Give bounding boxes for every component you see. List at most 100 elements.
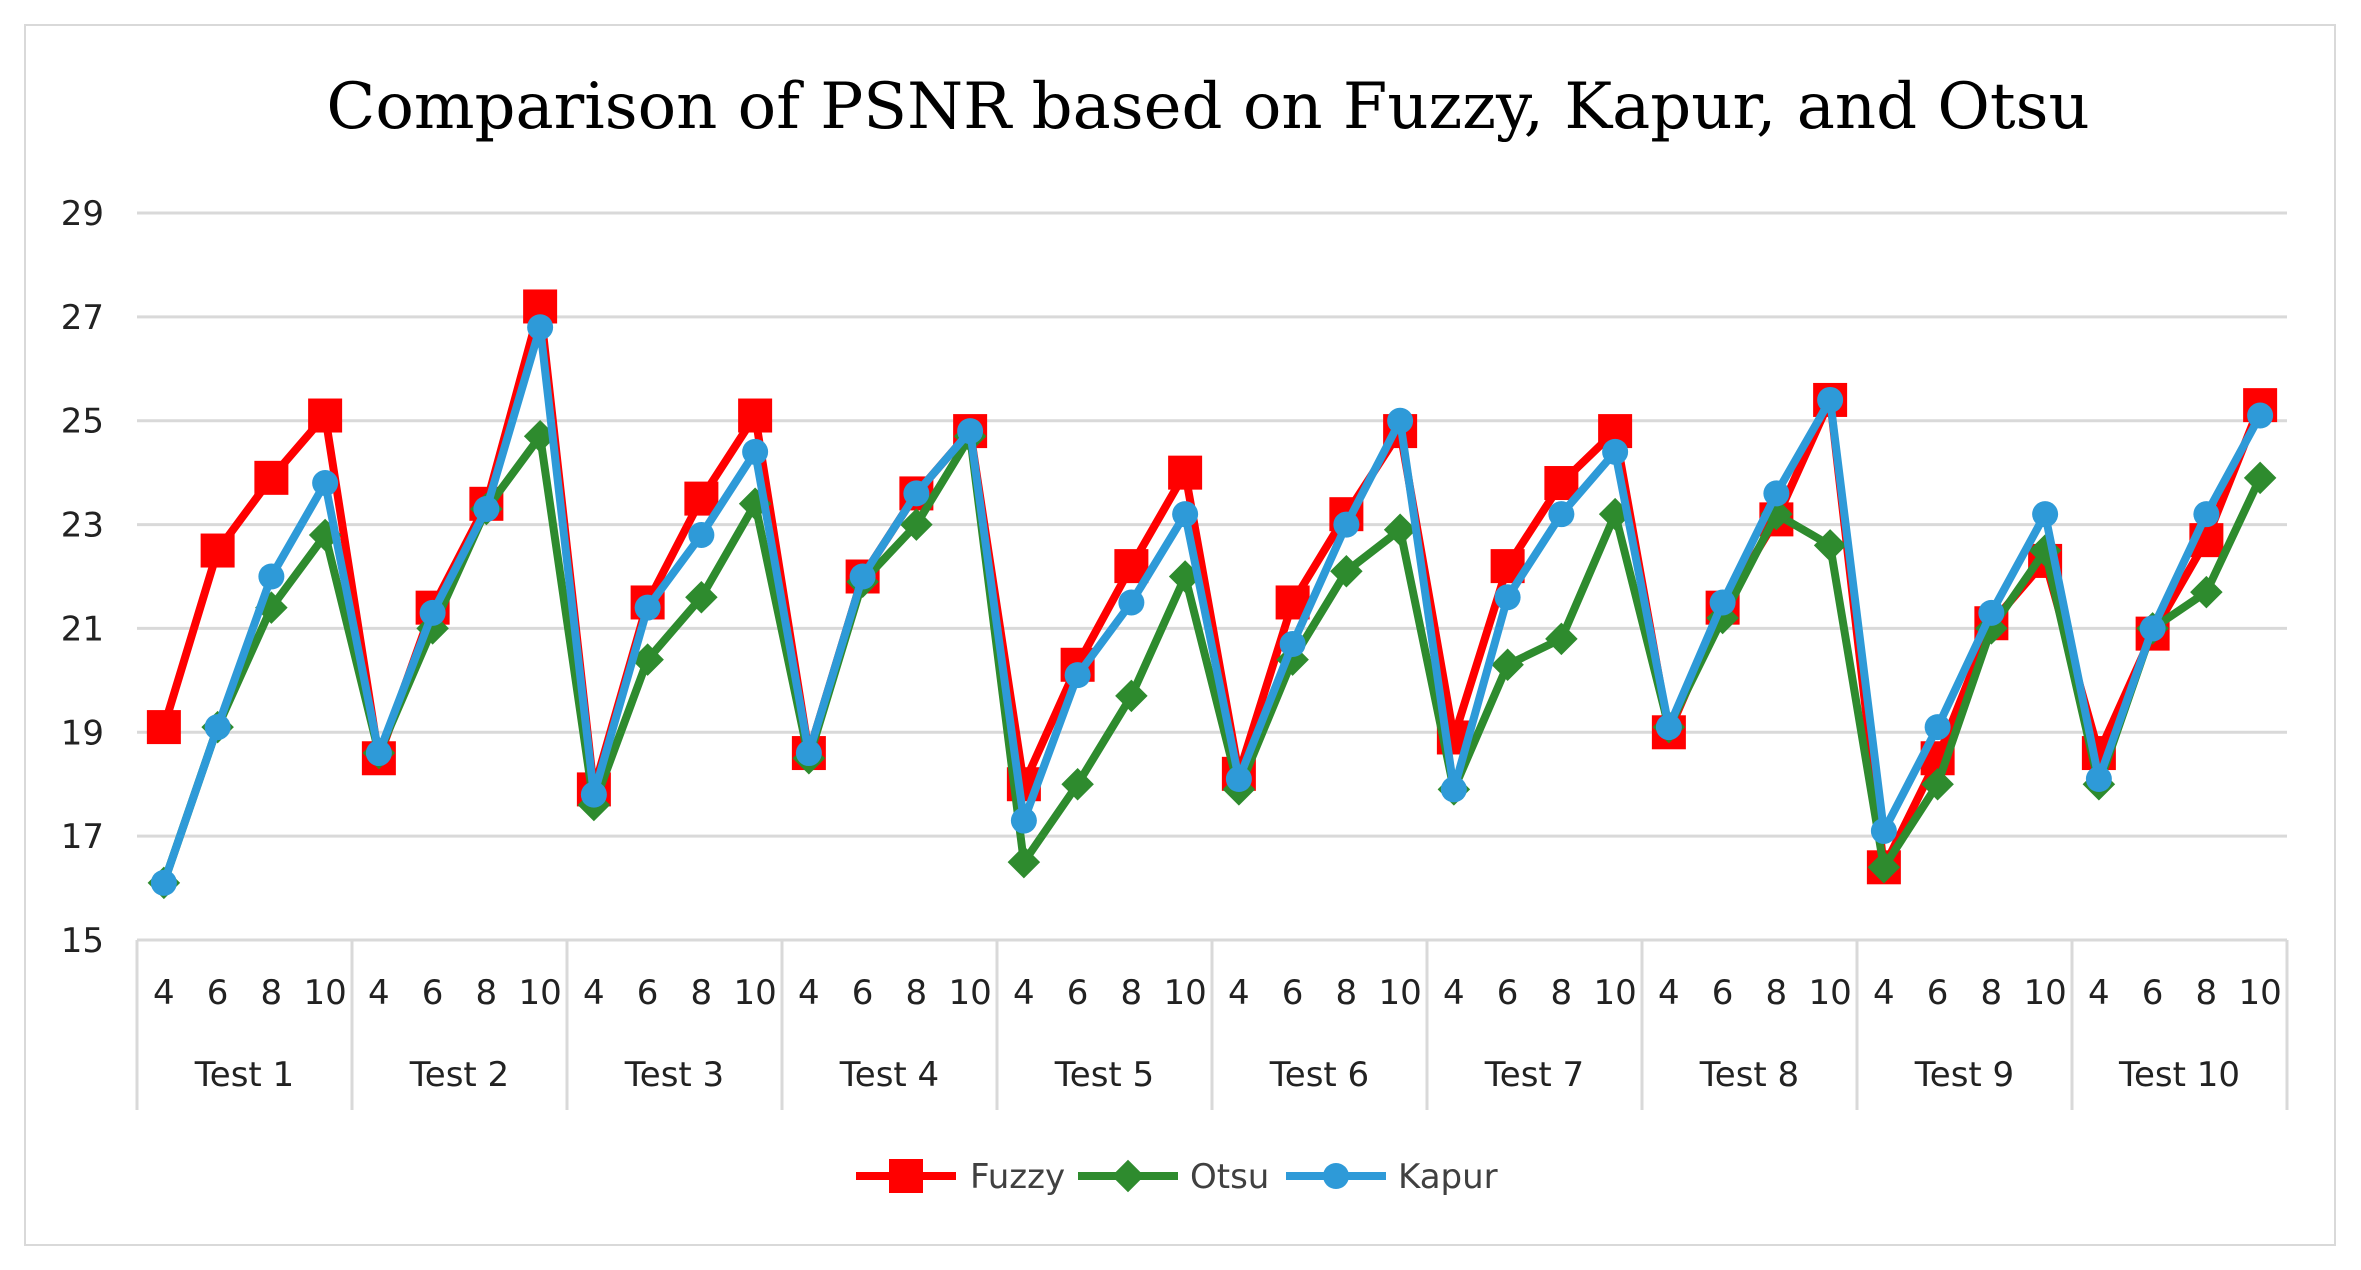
- x-group-label: Test 8: [1699, 1055, 1799, 1095]
- x-tick-label: 4: [2088, 973, 2110, 1013]
- x-tick-label: 6: [422, 973, 444, 1013]
- data-point-kapur: [1763, 480, 1790, 507]
- data-point-kapur: [1010, 807, 1037, 834]
- data-point-kapur: [742, 438, 769, 465]
- data-point-kapur: [1978, 599, 2005, 626]
- legend-item-kapur: Kapur: [1286, 1157, 1498, 1197]
- x-tick-label: 4: [1443, 973, 1465, 1013]
- data-point-kapur: [903, 480, 930, 507]
- x-tick-label: 8: [691, 973, 713, 1013]
- x-group-label: Test 3: [624, 1055, 724, 1095]
- data-point-otsu: [2190, 575, 2223, 609]
- x-tick-label: 8: [1551, 973, 1573, 1013]
- data-point-kapur: [849, 563, 876, 590]
- x-tick-label: 4: [1873, 973, 1895, 1013]
- data-point-kapur: [1494, 584, 1521, 611]
- x-group-label: Test 6: [1269, 1055, 1369, 1095]
- data-point-kapur: [2032, 501, 2059, 528]
- data-point-otsu: [1383, 513, 1417, 547]
- legend-marker: [1323, 1163, 1349, 1189]
- x-tick-label: 6: [1282, 973, 1304, 1013]
- chart-title: Comparison of PSNR based on Fuzzy, Kapur…: [326, 70, 2089, 144]
- data-point-otsu: [1061, 767, 1094, 801]
- y-tick-label: 21: [61, 609, 104, 649]
- data-point-otsu: [1545, 622, 1578, 656]
- data-point-kapur: [795, 740, 822, 767]
- grid-lines: [137, 211, 2287, 942]
- x-group-label: Test 2: [409, 1055, 509, 1095]
- data-point-otsu: [1330, 555, 1363, 588]
- x-group-label: Test 1: [194, 1055, 294, 1095]
- x-group-label: Test 4: [839, 1055, 939, 1095]
- data-point-kapur: [1440, 776, 1467, 803]
- data-point-kapur: [1924, 714, 1951, 741]
- data-point-otsu: [1760, 497, 1793, 531]
- y-tick-label: 25: [61, 402, 104, 442]
- data-point-kapur: [1548, 501, 1575, 528]
- x-group-label: Test 10: [2118, 1055, 2240, 1095]
- data-point-fuzzy: [1168, 455, 1203, 490]
- legend-label: Kapur: [1398, 1157, 1498, 1197]
- x-tick-label: 8: [2196, 973, 2218, 1013]
- x-group-label: Test 9: [1914, 1055, 2014, 1095]
- data-point-fuzzy: [308, 398, 343, 433]
- y-tick-label: 29: [61, 194, 104, 234]
- data-point-fuzzy: [1544, 466, 1579, 501]
- series-line-kapur: [160, 323, 2264, 885]
- x-tick-label: 6: [1067, 973, 1089, 1013]
- data-point-kapur: [150, 869, 177, 896]
- data-point-otsu: [631, 643, 664, 676]
- data-point-kapur: [1602, 438, 1629, 465]
- data-point-kapur: [204, 714, 231, 741]
- y-tick-label: 19: [61, 713, 104, 753]
- x-tick-label: 4: [368, 973, 390, 1013]
- y-tick-label: 15: [61, 921, 104, 961]
- y-tick-label: 17: [61, 817, 104, 857]
- data-point-kapur: [1333, 511, 1360, 538]
- legend-item-fuzzy: Fuzzy: [856, 1157, 1065, 1197]
- data-point-fuzzy: [254, 460, 289, 495]
- y-axis-ticks: 15 17 19 21 23 25 27 29: [61, 194, 104, 961]
- series-layer: [146, 289, 2278, 900]
- data-point-otsu: [1115, 679, 1148, 713]
- x-tick-label: 8: [1766, 973, 1788, 1013]
- x-tick-label: 10: [948, 973, 991, 1013]
- data-point-otsu: [1813, 529, 1847, 562]
- data-point-kapur: [1064, 662, 1091, 689]
- data-point-otsu: [1867, 851, 1901, 884]
- data-point-otsu: [1598, 497, 1632, 531]
- x-tick-label: 8: [1336, 973, 1358, 1013]
- data-point-kapur: [2193, 501, 2220, 528]
- data-point-kapur: [1817, 386, 1844, 413]
- data-point-otsu: [2243, 461, 2277, 495]
- data-point-otsu: [685, 581, 718, 614]
- data-point-kapur: [2085, 766, 2112, 793]
- legend-label: Otsu: [1190, 1157, 1269, 1197]
- x-tick-label: 6: [1497, 973, 1519, 1013]
- data-point-fuzzy: [200, 533, 235, 568]
- data-point-fuzzy: [738, 398, 773, 433]
- data-point-kapur: [1279, 631, 1306, 658]
- series-line-otsu: [160, 432, 2264, 885]
- data-point-kapur: [634, 594, 661, 621]
- data-point-otsu: [1007, 845, 1041, 879]
- x-tick-label: 6: [637, 973, 659, 1013]
- x-tick-label: 8: [476, 973, 498, 1013]
- data-point-kapur: [473, 495, 500, 522]
- legend-marker: [1111, 1159, 1145, 1193]
- data-point-kapur: [688, 521, 715, 548]
- x-tick-label: 10: [2023, 973, 2066, 1013]
- legend-item-otsu: Otsu: [1078, 1157, 1269, 1197]
- data-point-kapur: [957, 418, 984, 445]
- data-point-kapur: [419, 599, 446, 626]
- series-fuzzy: [146, 289, 2278, 885]
- x-tick-label: 4: [1658, 973, 1680, 1013]
- x-tick-label: 10: [518, 973, 561, 1013]
- data-point-kapur: [1225, 766, 1252, 793]
- x-tick-label: 10: [2238, 973, 2281, 1013]
- x-tick-label: 6: [207, 973, 229, 1013]
- x-group-label: Test 7: [1484, 1055, 1584, 1095]
- x-tick-label: 6: [2142, 973, 2164, 1013]
- x-tick-label: 8: [1981, 973, 2003, 1013]
